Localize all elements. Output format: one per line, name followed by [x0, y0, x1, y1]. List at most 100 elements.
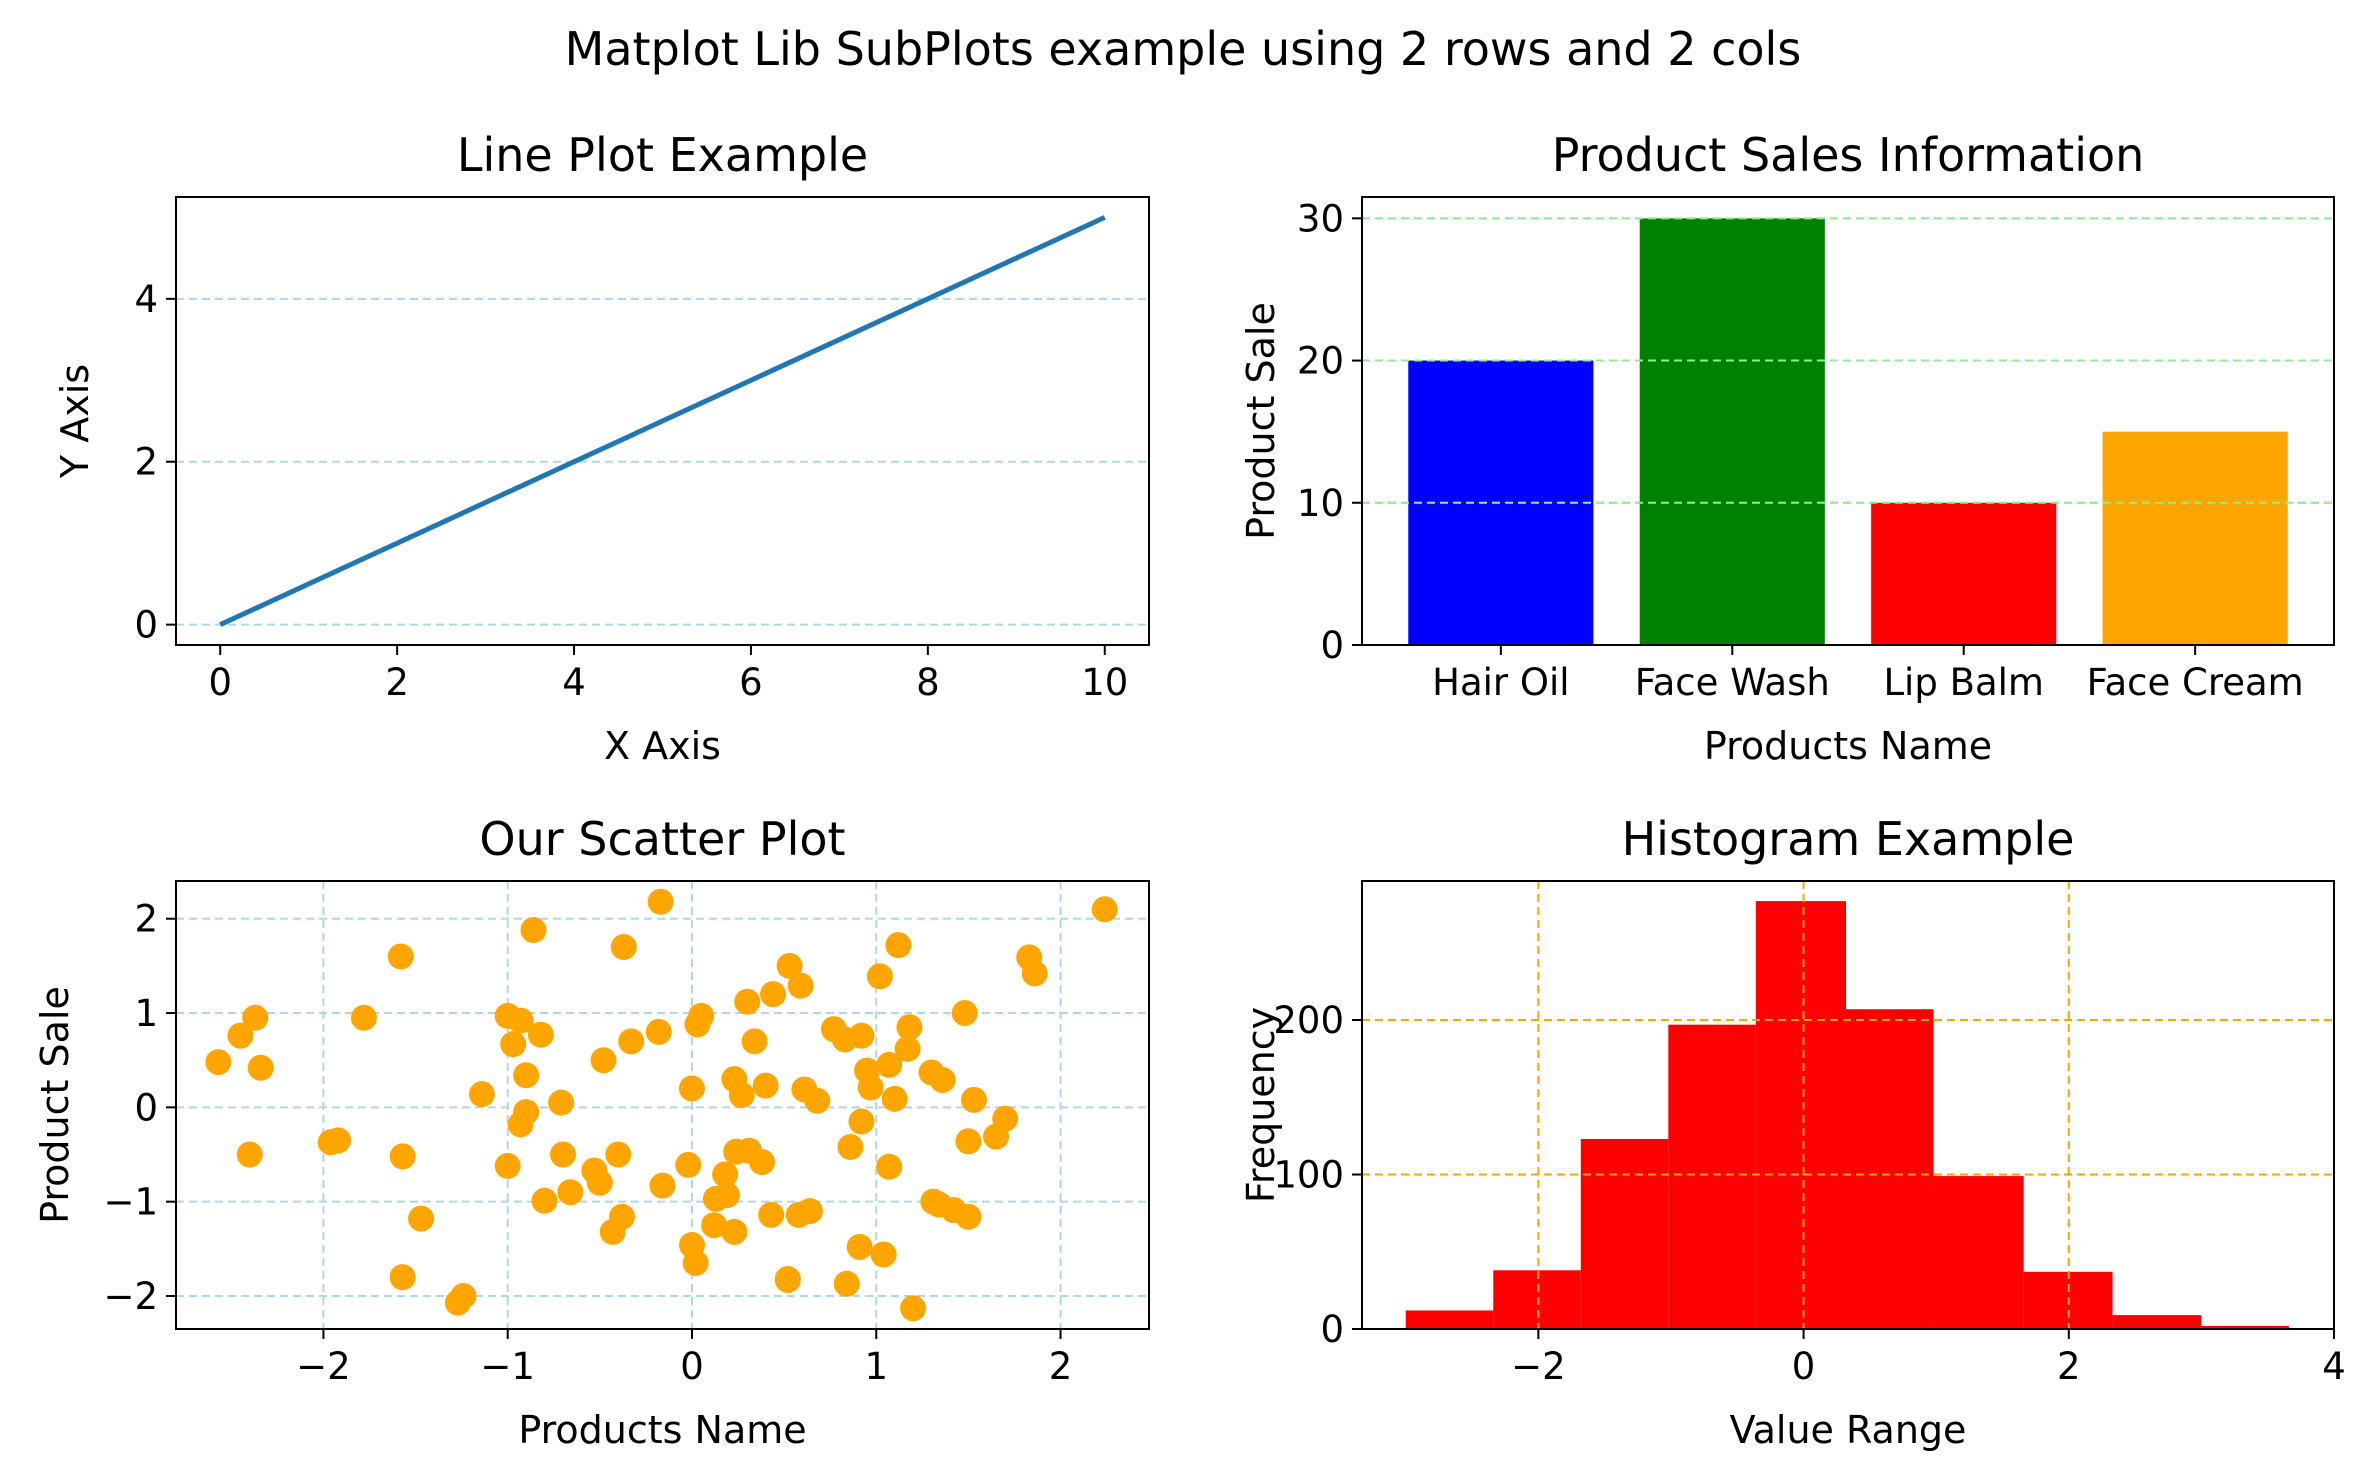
scatter-point — [876, 1051, 903, 1078]
subplot-title: Histogram Example — [1622, 812, 2075, 866]
scatter-point — [450, 1282, 477, 1309]
scatter-point — [955, 1203, 982, 1230]
scatter-point — [951, 1000, 978, 1027]
y-tick-label: −2 — [103, 1275, 158, 1318]
histogram-bar — [1846, 1009, 1934, 1329]
scatter-point — [960, 1086, 987, 1113]
scatter-point — [520, 917, 547, 944]
scatter-point — [513, 1099, 540, 1126]
scatter-point — [846, 1233, 873, 1260]
scatter-point — [548, 1089, 575, 1116]
x-tick-label: 4 — [2322, 1345, 2346, 1388]
scatter-point — [675, 1151, 702, 1178]
scatter-point — [752, 1072, 779, 1099]
scatter-point — [721, 1218, 748, 1245]
scatter-point — [205, 1049, 232, 1076]
bar-lip-balm — [1871, 502, 2057, 645]
x-tick-label: −1 — [480, 1345, 535, 1388]
x-tick-label: 2 — [385, 661, 409, 704]
y-axis-label: Product Sale — [33, 986, 77, 1224]
histogram-bar — [1933, 1176, 2024, 1329]
scatter-point — [796, 1198, 823, 1225]
subplot-title: Our Scatter Plot — [479, 812, 845, 866]
scatter-point — [776, 952, 803, 979]
scatter-point — [227, 1022, 254, 1049]
bar-hair-oil — [1408, 360, 1594, 645]
histogram-bar — [1405, 1310, 1494, 1329]
y-tick-label: 30 — [1297, 197, 1344, 240]
y-tick-label: 200 — [1273, 999, 1344, 1042]
histogram-bar — [2112, 1315, 2202, 1329]
scatter-point — [325, 1127, 352, 1154]
scatter-point — [507, 1007, 534, 1034]
scatter-point — [387, 943, 414, 970]
scatter-point — [500, 1031, 527, 1058]
figure-suptitle: Matplot Lib SubPlots example using 2 row… — [565, 22, 1802, 76]
histogram-bar — [1580, 1138, 1669, 1329]
scatter-point — [870, 1241, 897, 1268]
y-axis-label: Product Sale — [1239, 302, 1283, 540]
scatter-point — [866, 963, 893, 990]
bar-face-cream — [2102, 431, 2288, 645]
scatter-point — [647, 888, 674, 915]
x-axis-label: Value Range — [1730, 1408, 1967, 1452]
x-tick-label: −2 — [296, 1345, 351, 1388]
line-series — [219, 215, 1106, 627]
subplot-title: Product Sales Information — [1552, 128, 2145, 182]
axes-frame — [175, 196, 1150, 646]
scatter-point — [557, 1179, 584, 1206]
scatter-point — [712, 1161, 739, 1188]
scatter-point — [389, 1143, 416, 1170]
x-tick-label: 2 — [1049, 1345, 1073, 1388]
scatter-point — [848, 1022, 875, 1049]
axes-frame — [175, 880, 1150, 1330]
y-tick-label: 0 — [134, 604, 158, 647]
x-tick-label: 6 — [739, 661, 763, 704]
x-axis-label: X Axis — [604, 724, 721, 768]
y-tick-label: 0 — [134, 1086, 158, 1129]
scatter-point — [749, 1149, 776, 1176]
axes-frame — [1361, 880, 2335, 1330]
scatter-point — [713, 1182, 740, 1209]
scatter-point — [649, 1172, 676, 1199]
histogram-bar — [1493, 1270, 1581, 1329]
x-tick-label: 0 — [208, 661, 232, 704]
scatter-point — [678, 1075, 705, 1102]
scatter-point — [350, 1004, 377, 1031]
scatter-point — [242, 1004, 269, 1031]
scatter-point — [881, 1085, 908, 1112]
x-tick-label: 4 — [562, 661, 586, 704]
bar-face-wash — [1639, 218, 1825, 646]
subplot-title: Line Plot Example — [457, 128, 868, 182]
scatter-point — [741, 1028, 768, 1055]
scatter-point — [900, 1295, 927, 1322]
scatter-point — [701, 1212, 728, 1239]
x-tick-label: 8 — [916, 661, 940, 704]
y-tick-label: 0 — [1320, 1308, 1344, 1351]
histogram-bar — [2201, 1325, 2289, 1329]
y-axis-label: Frequency — [1239, 1007, 1283, 1203]
scatter-point — [549, 1141, 576, 1168]
scatter-point — [688, 1002, 715, 1029]
scatter-point — [848, 1108, 875, 1135]
x-tick-label: 10 — [1081, 661, 1128, 704]
y-tick-label: 100 — [1273, 1154, 1344, 1197]
x-tick-label: 1 — [864, 1345, 888, 1388]
subplot-1: 0 2 4 0 2 4 6 8 10 Line Plot Example X Axis Y Axis — [53, 128, 1150, 768]
y-tick-label: 4 — [134, 278, 158, 321]
histogram-bar — [1668, 1024, 1756, 1329]
scatter-point — [468, 1081, 495, 1108]
histogram-bar — [1755, 901, 1847, 1329]
scatter-point — [1021, 960, 1048, 987]
scatter-point — [247, 1054, 274, 1081]
scatter-point — [389, 1264, 416, 1291]
scatter-point — [774, 1266, 801, 1293]
scatter-point — [608, 1203, 635, 1230]
scatter-point — [513, 1062, 540, 1089]
scatter-point — [236, 1141, 263, 1168]
x-tick-label: 2 — [2057, 1345, 2081, 1388]
scatter-point — [527, 1021, 554, 1048]
scatter-point — [645, 1018, 672, 1045]
scatter-point — [876, 1153, 903, 1180]
scatter-point — [734, 988, 761, 1015]
